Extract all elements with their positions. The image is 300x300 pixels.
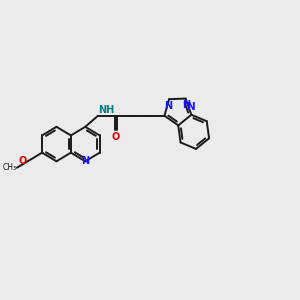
Text: N: N: [182, 100, 190, 110]
Text: CH₃: CH₃: [2, 163, 16, 172]
Text: NH: NH: [99, 104, 115, 115]
Text: O: O: [19, 156, 27, 166]
Text: O: O: [111, 132, 120, 142]
Text: N: N: [187, 102, 196, 112]
Text: N: N: [81, 156, 89, 166]
Text: methoxy: methoxy: [21, 160, 27, 161]
Text: N: N: [164, 101, 172, 111]
